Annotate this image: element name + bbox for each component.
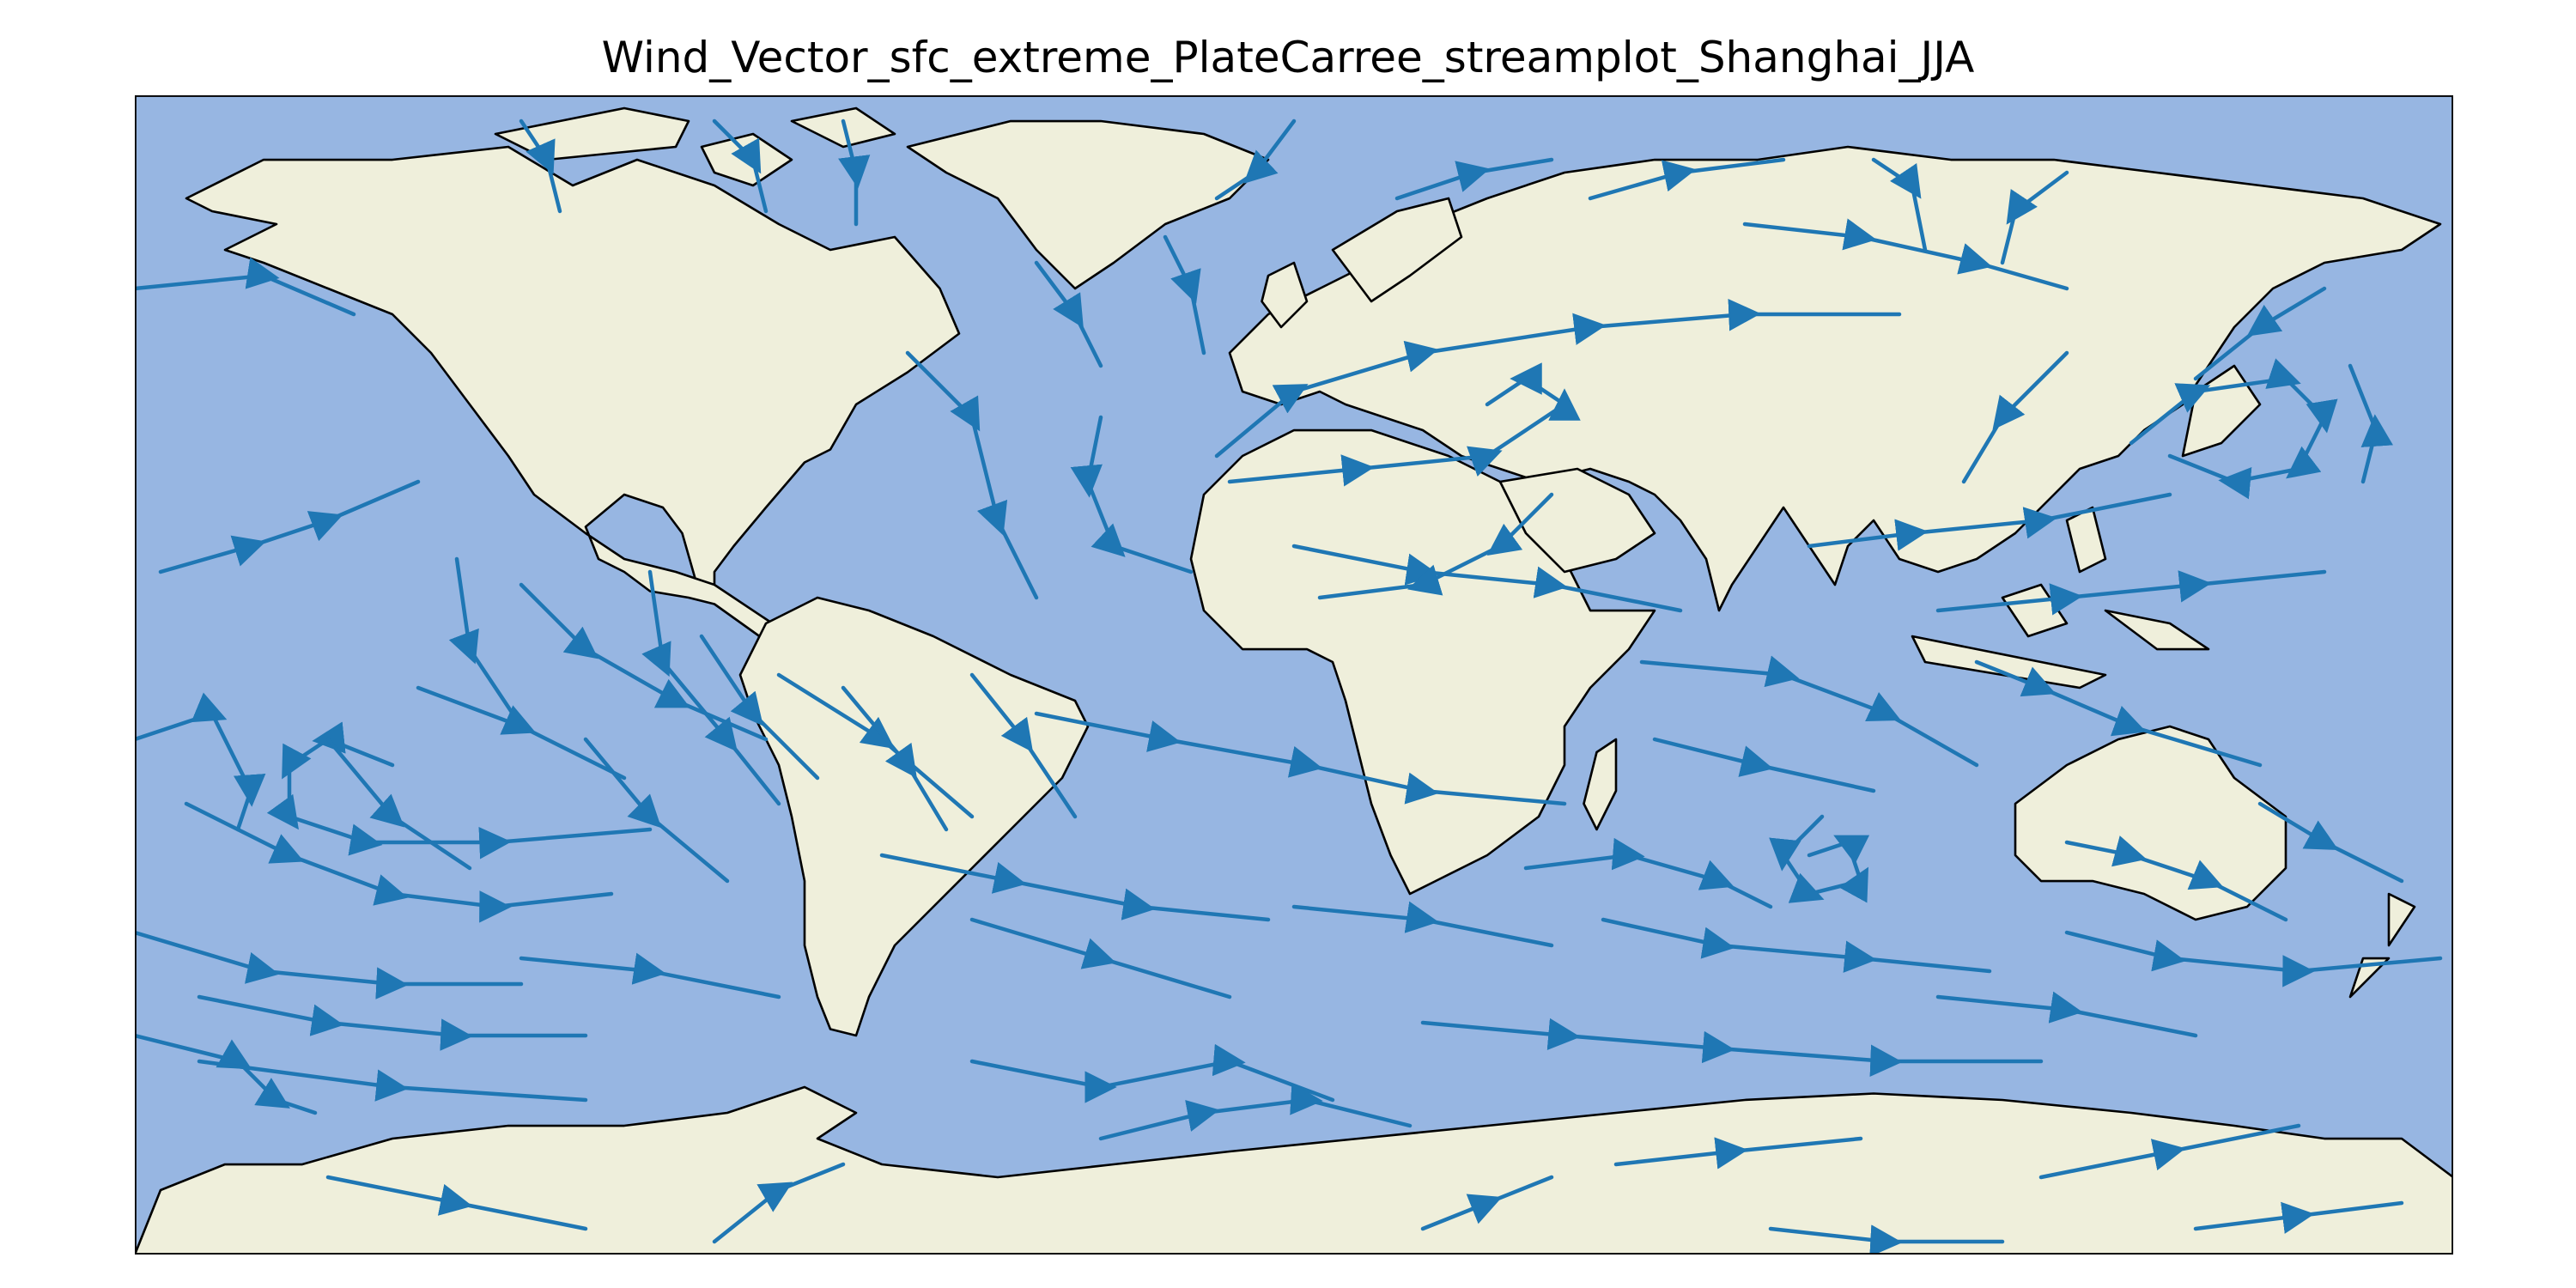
chart-title: Wind_Vector_sfc_extreme_PlateCarree_stre… [601, 33, 1975, 82]
streamline [1420, 1018, 2044, 1078]
streamline [712, 118, 769, 214]
landmass-new-zealand [2348, 892, 2416, 999]
streamline [519, 118, 562, 214]
landmass-madagascar [1583, 738, 1618, 831]
streamline [969, 1043, 1335, 1103]
streamline [1935, 991, 2198, 1038]
world-map [135, 95, 2453, 1255]
streamline [1613, 1136, 1863, 1170]
streamline [969, 672, 1078, 819]
landmass-arabia [1498, 467, 1656, 574]
streamline [1768, 1224, 2005, 1255]
streamline [184, 801, 614, 923]
streamline [2193, 286, 2327, 381]
streamline [2000, 170, 2069, 265]
streamline [325, 1175, 588, 1231]
streamline [583, 737, 730, 884]
streamline [135, 1033, 318, 1115]
streamline [1961, 350, 2069, 484]
streamline [2193, 1200, 2404, 1234]
streamline [1098, 1083, 1413, 1141]
land-layer [135, 106, 2453, 1255]
streamline [2257, 801, 2404, 884]
streamline [1523, 837, 1773, 909]
streamline [1214, 118, 1297, 201]
streamline [1652, 737, 1876, 793]
streamline [135, 257, 356, 317]
landmass-north-america [185, 145, 961, 651]
streamline [325, 737, 472, 871]
streamline [519, 952, 781, 999]
streamline [1034, 711, 1567, 806]
streamline [1070, 415, 1194, 574]
streamline [776, 672, 975, 819]
streamline [1871, 157, 1928, 252]
streamline [1394, 157, 1554, 201]
streamline [1974, 659, 2263, 768]
streamline [1601, 917, 1992, 974]
streamline [197, 994, 588, 1051]
map-panel [135, 95, 2453, 1255]
streamline [1769, 814, 1870, 903]
streamline [905, 350, 1039, 600]
streamline [2129, 358, 2338, 500]
streamline [2348, 363, 2393, 484]
streamline [1807, 492, 2172, 551]
streamline [2064, 930, 2443, 987]
streamline-layer [135, 118, 2443, 1255]
landmass-canadian-arctic [494, 106, 896, 187]
streamline [969, 917, 1232, 999]
streamline [1420, 1175, 1554, 1231]
streamline [1163, 234, 1206, 355]
landmass-greenland [906, 119, 1270, 290]
streamline [448, 556, 524, 729]
streamline [158, 479, 421, 574]
streamline [135, 692, 266, 832]
streamline [699, 634, 820, 781]
streamline [641, 569, 781, 806]
streamline [197, 1059, 588, 1103]
streamline [1639, 655, 1979, 768]
streamline [1034, 260, 1103, 368]
streamline [135, 930, 524, 999]
streamline [838, 118, 871, 227]
streamline [2064, 835, 2288, 922]
streamline [712, 1162, 846, 1244]
streamline [1214, 299, 1902, 459]
landmass-antarctica [135, 1085, 2453, 1255]
streamline [1935, 569, 2327, 616]
streamline [1291, 901, 1554, 948]
streamline [841, 685, 949, 832]
streamline [1588, 157, 1786, 201]
streamline [2038, 1123, 2301, 1180]
streamline [1742, 218, 2069, 291]
streamline [1317, 492, 1554, 600]
streamline [879, 853, 1271, 922]
